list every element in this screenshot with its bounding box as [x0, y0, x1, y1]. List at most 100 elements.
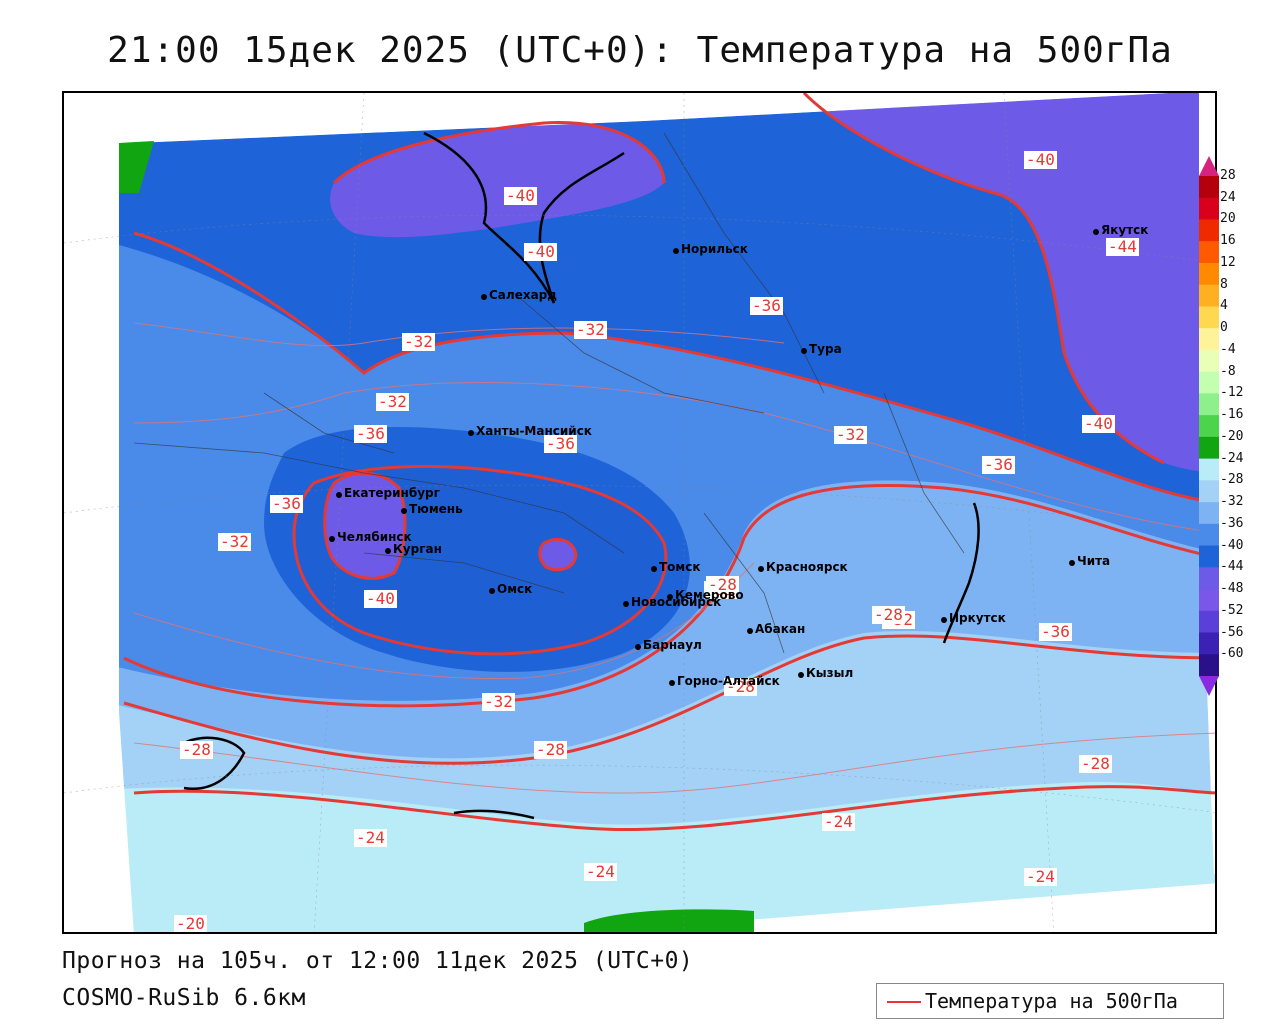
- colorbar-tick-label: -40: [1220, 537, 1244, 553]
- contour-label: -40: [1024, 150, 1057, 169]
- city-dot: [329, 536, 335, 542]
- contour-label: -24: [1024, 867, 1057, 886]
- colorbar-tick-label: -12: [1220, 385, 1244, 401]
- city-dot: [941, 617, 947, 623]
- city-dot: [747, 628, 753, 634]
- colorbar-swatch: [1199, 589, 1219, 612]
- colorbar-tick-label: -56: [1220, 624, 1244, 640]
- city-label: Томск: [659, 560, 701, 574]
- colorbar-tick-label: -24: [1220, 450, 1244, 466]
- contour-label: -28: [1079, 754, 1112, 773]
- city-label: Тура: [809, 342, 842, 356]
- city-dot: [468, 430, 474, 436]
- colorbar-swatch: [1199, 306, 1219, 329]
- contour-label: -40: [524, 242, 557, 261]
- city-label: Курган: [393, 542, 442, 556]
- colorbar-tick-label: -8: [1220, 363, 1236, 379]
- contour-label: -32: [376, 392, 409, 411]
- contour-label: -24: [584, 862, 617, 881]
- colorbar-tick-label: 12: [1220, 254, 1236, 270]
- city-dot: [669, 680, 675, 686]
- contour-label: -20: [174, 914, 207, 933]
- city-label: Екатеринбург: [344, 486, 440, 500]
- band-minus40-novosib: [539, 539, 576, 570]
- contour-label: -32: [402, 332, 435, 351]
- contour-label: -36: [1039, 622, 1072, 641]
- contour-label: -36: [982, 455, 1015, 474]
- colorbar-swatch: [1199, 502, 1219, 525]
- contour-label: -28: [706, 575, 739, 594]
- colorbar-max-arrow: [1199, 156, 1219, 176]
- colorbar-swatch: [1199, 262, 1219, 286]
- contour-label: -32: [218, 532, 251, 551]
- contour-label: -24: [822, 812, 855, 831]
- warm-patch-nw: [119, 141, 154, 193]
- city-dot: [336, 492, 342, 498]
- colorbar-tick-label: 28: [1220, 168, 1236, 183]
- colorbar-swatch: [1199, 284, 1219, 307]
- city-dot: [801, 348, 807, 354]
- colorbar-tick-label: -28: [1220, 472, 1244, 488]
- city-dot: [758, 566, 764, 572]
- city-dot: [667, 594, 673, 600]
- city-label: Новосибирск: [631, 595, 722, 609]
- city-label: Омск: [497, 582, 533, 596]
- colorbar-swatch: [1199, 480, 1219, 503]
- contour-label: -40: [504, 186, 537, 205]
- band-minus40-north: [330, 122, 664, 238]
- contour-label: -44: [1106, 237, 1139, 256]
- colorbar: 28 24 20 16 12 8 4 0 -4 -8 -12 -16 -20 -24 -28 -32 -36 -4…: [1199, 156, 1259, 696]
- colorbar-tick-label: -20: [1220, 428, 1244, 444]
- colorbar-swatch: [1199, 436, 1219, 460]
- colorbar-tick-label: -16: [1220, 407, 1244, 423]
- colorbar-tick-label: -32: [1220, 494, 1244, 510]
- city-dot: [798, 672, 804, 678]
- city-dot: [385, 548, 391, 554]
- colorbar-tick-label: 20: [1220, 211, 1236, 227]
- contour-label: -28: [534, 740, 567, 759]
- band-minus40-kurgan: [324, 473, 406, 579]
- contour-label: -36: [750, 296, 783, 315]
- colorbar-swatch: [1199, 610, 1219, 634]
- colorbar-tick-label: 24: [1220, 189, 1236, 205]
- colorbar-swatch: [1199, 393, 1219, 416]
- city-dot: [1093, 229, 1099, 235]
- contour-label: -24: [354, 828, 387, 847]
- city-label: Ханты-Мансийск: [476, 424, 592, 438]
- colorbar-swatch: [1199, 523, 1219, 547]
- colorbar-tick-label: -4: [1220, 341, 1236, 357]
- city-dot: [623, 601, 629, 607]
- colorbar-swatch: [1199, 197, 1219, 220]
- colorbar-swatch: [1199, 567, 1219, 590]
- city-label: Челябинск: [337, 530, 412, 544]
- city-label: Чита: [1077, 554, 1111, 568]
- contour-label: -40: [364, 589, 397, 608]
- city-label: Красноярск: [766, 560, 848, 574]
- temperature-map: -40 -36 -40 -32 -32 -36 -32 -36 -32 -36 -40 -40 -44 -…: [62, 91, 1217, 934]
- colorbar-tick-label: 4: [1220, 298, 1228, 314]
- city-label: Кызыл: [806, 666, 854, 680]
- colorbar-tick-label: 16: [1220, 233, 1236, 249]
- city-label: Якутск: [1101, 223, 1149, 237]
- contour-label: -32: [574, 320, 607, 339]
- colorbar-swatches: [1199, 156, 1219, 696]
- contour-label: -36: [354, 424, 387, 443]
- city-label: Горно-Алтайск: [677, 674, 780, 688]
- city-label: Кемерово: [675, 588, 744, 602]
- city-dot: [673, 248, 679, 254]
- colorbar-tick-label: 8: [1220, 276, 1228, 292]
- contour-label: -40: [1082, 414, 1115, 433]
- map-title: 21:00 15дек 2025 (UTC+0): Температура на…: [107, 30, 1173, 71]
- coastlines: [183, 131, 980, 820]
- contour-label: -28: [180, 740, 213, 759]
- city-dot: [489, 588, 495, 594]
- contour-label: -32: [834, 425, 867, 444]
- band-minus44-east: [804, 93, 1215, 473]
- map-canvas: [64, 93, 1215, 932]
- city-dot: [401, 508, 407, 514]
- contour-label: -36: [544, 434, 577, 453]
- contour-label: -36: [270, 494, 303, 513]
- city-label: Барнаул: [643, 638, 702, 652]
- city-label: Иркутск: [949, 611, 1006, 625]
- colorbar-swatch: [1199, 632, 1219, 655]
